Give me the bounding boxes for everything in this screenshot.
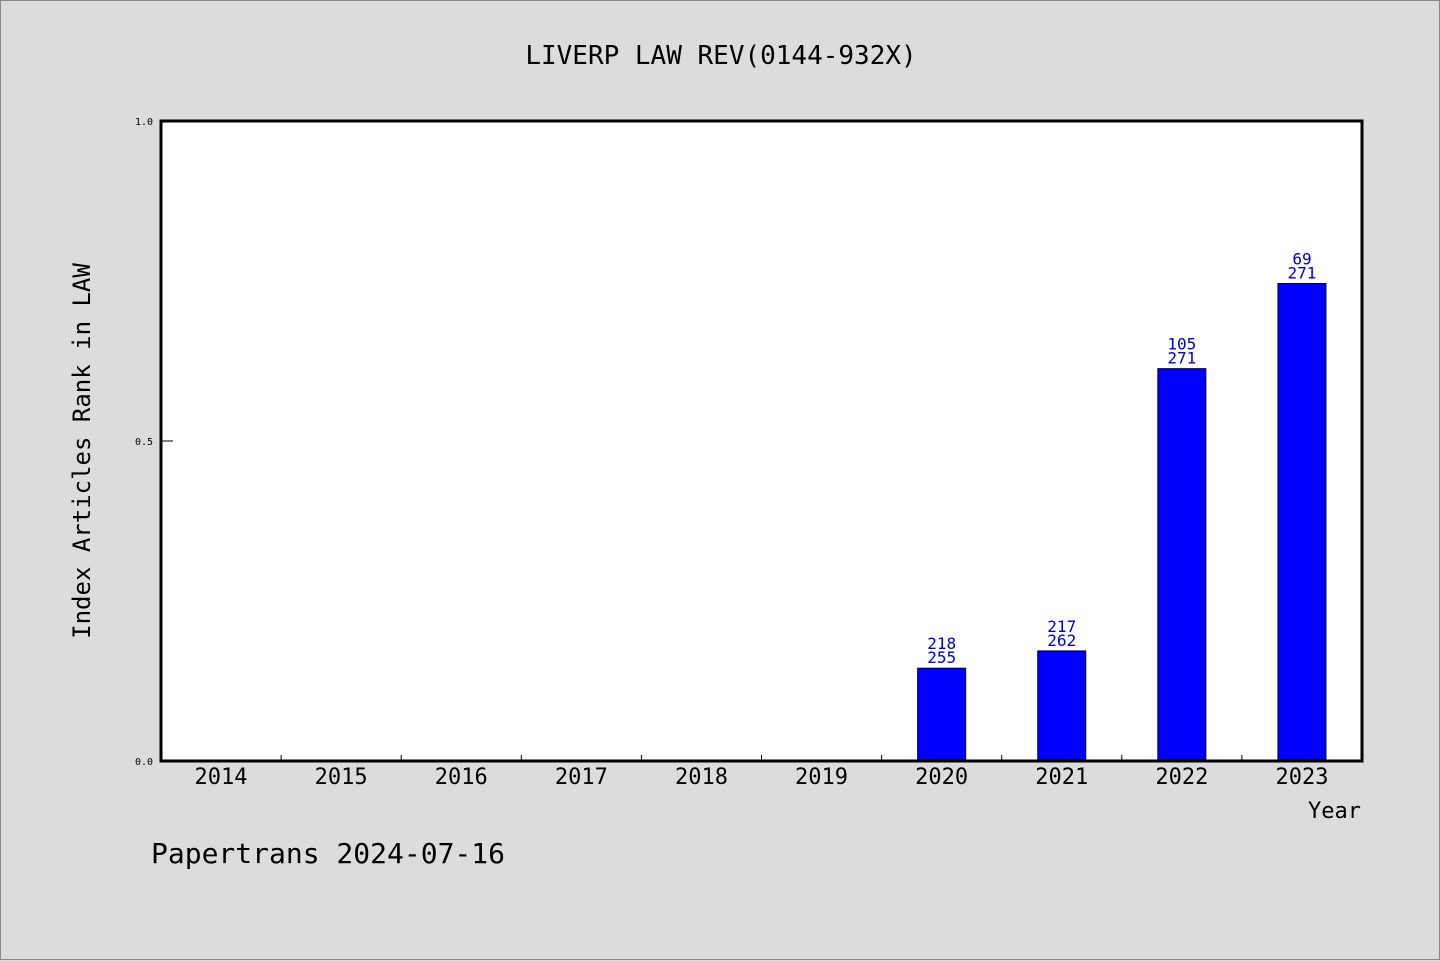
x-tick-label: 2019 <box>795 765 848 790</box>
x-tick-label: 2017 <box>555 765 608 790</box>
x-tick-label: 2023 <box>1275 765 1328 790</box>
x-tick-label: 2020 <box>915 765 968 790</box>
x-axis-ticks: 2014 2015 2016 2017 2018 2019 2020 2021 2022 2023 <box>195 755 1328 790</box>
y-tick-label: 1.0 <box>135 117 153 128</box>
bar-label-total: 262 <box>1047 631 1076 650</box>
bar-label-rank: 105 <box>1167 335 1196 354</box>
x-tick-label: 2015 <box>315 765 368 790</box>
y-axis-label: Index Articles Rank in LAW <box>68 263 96 639</box>
x-tick-label: 2016 <box>435 765 488 790</box>
bar-label-total: 271 <box>1287 264 1316 283</box>
bar-label-total: 255 <box>927 648 956 667</box>
bar-2021 <box>1037 650 1087 762</box>
y-tick-label: 0.0 <box>135 757 153 768</box>
bar-2020 <box>917 667 967 762</box>
bar-label-rank: 218 <box>927 634 956 653</box>
bar-2023 <box>1277 283 1327 762</box>
bar-label-rank: 217 <box>1047 617 1076 636</box>
footer-date: Papertrans 2024-07-16 <box>151 837 505 870</box>
x-tick-label: 2021 <box>1035 765 1088 790</box>
y-tick-label: 0.5 <box>135 437 153 448</box>
bar-2022 <box>1157 368 1207 762</box>
y-axis-ticks: 0.0 0.5 1.0 <box>135 117 173 768</box>
x-tick-label: 2018 <box>675 765 728 790</box>
chart-title: LIVERP LAW REV(0144-932X) <box>525 41 916 71</box>
x-tick-label: 2014 <box>195 765 248 790</box>
bar-label-rank: 69 <box>1292 250 1311 269</box>
x-axis-label: Year <box>1308 799 1361 824</box>
bar-label-total: 271 <box>1167 349 1196 368</box>
x-tick-label: 2022 <box>1155 765 1208 790</box>
